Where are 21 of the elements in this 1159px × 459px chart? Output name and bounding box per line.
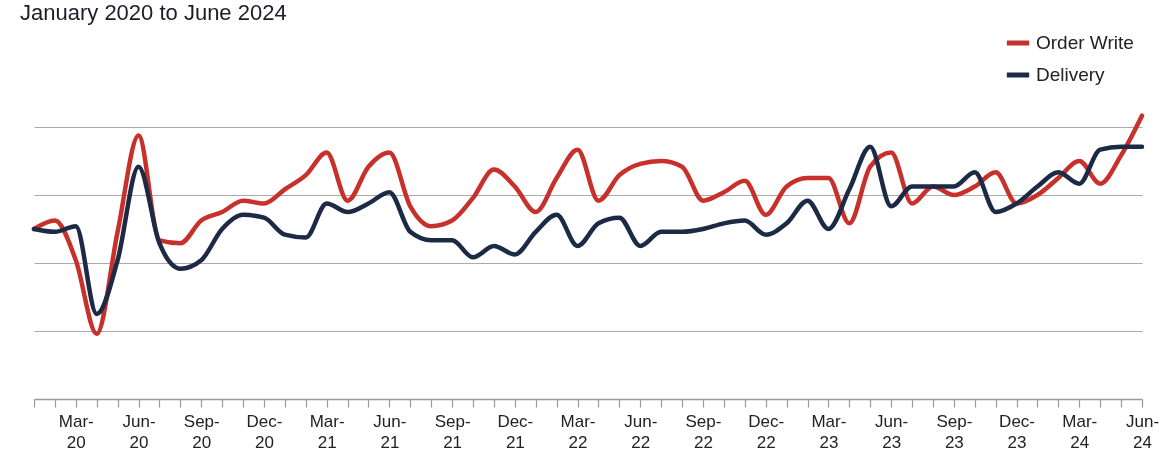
legend-label: Delivery <box>1036 64 1106 85</box>
legend-label: Order Write <box>1036 32 1134 53</box>
x-tick-label: Jun-23 <box>875 411 909 452</box>
x-tick-label: Dec-23 <box>999 411 1036 452</box>
x-tick-label: Mar-23 <box>811 411 847 452</box>
chart-title: January 2020 to June 2024 <box>20 0 287 25</box>
x-tick-label: Sep-20 <box>183 411 220 452</box>
x-tick-label: Dec-21 <box>497 411 534 452</box>
x-tick-label: Sep-21 <box>434 411 471 452</box>
x-tick-label: Mar-20 <box>58 411 94 452</box>
x-tick-label: Sep-22 <box>685 411 722 452</box>
x-tick-label: Dec-22 <box>748 411 785 452</box>
x-tick-label: Mar-24 <box>1062 411 1098 452</box>
x-tick-label: Dec-20 <box>246 411 283 452</box>
x-tick-label: Mar-21 <box>309 411 345 452</box>
x-tick-label: Mar-22 <box>560 411 596 452</box>
x-tick-label: Jun-21 <box>373 411 407 452</box>
x-tick-label: Jun-22 <box>624 411 658 452</box>
x-tick-label: Jun-20 <box>122 411 156 452</box>
x-tick-label: Sep-23 <box>936 411 973 452</box>
x-tick-label: Jun-24 <box>1125 411 1159 452</box>
